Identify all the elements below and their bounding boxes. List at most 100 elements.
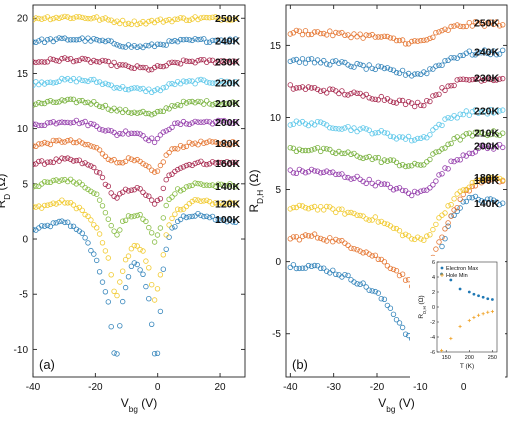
data-point: [108, 62, 114, 69]
data-point: [163, 202, 169, 209]
data-point: [466, 194, 472, 201]
data-point: [73, 226, 80, 232]
data-point: [230, 58, 236, 64]
data-point: [451, 135, 457, 142]
data-point: [399, 37, 406, 43]
data-point: [366, 287, 372, 293]
data-point: [399, 232, 406, 239]
data-point: [232, 219, 239, 225]
data-point: [215, 59, 221, 65]
data-point: [415, 99, 421, 106]
data-point: [102, 128, 109, 134]
temperature-label: 240K: [215, 35, 241, 47]
data-point: [287, 206, 293, 212]
data-point: [478, 176, 485, 182]
data-point: [354, 212, 360, 218]
data-point: [105, 216, 111, 222]
data-point: [227, 142, 233, 148]
data-point: [215, 181, 221, 187]
data-point: [445, 27, 451, 33]
data-point: [314, 168, 321, 174]
plot-frame: [32, 4, 246, 378]
data-point: [114, 42, 120, 48]
data-point: [183, 121, 190, 127]
data-point: [336, 171, 342, 177]
data-point: [76, 204, 82, 211]
data-point: [143, 162, 149, 168]
data-point: [117, 85, 123, 92]
data-point: [454, 22, 460, 28]
data-point: [151, 201, 158, 207]
data-point: [230, 159, 236, 165]
data-point: [442, 87, 448, 94]
data-point: [131, 213, 137, 219]
data-point: [381, 33, 388, 39]
data-point: [131, 18, 137, 24]
data-point: [50, 159, 56, 166]
data-point: [62, 55, 68, 61]
data-point: [342, 91, 348, 98]
data-point: [206, 214, 213, 221]
data-point: [409, 73, 415, 79]
data-point: [493, 199, 500, 205]
data-point: [131, 85, 137, 91]
data-point: [490, 77, 497, 84]
data-point: [375, 63, 381, 69]
series-group: [33, 13, 239, 357]
data-point: [62, 35, 68, 41]
data-point: [227, 119, 233, 125]
data-point: [172, 211, 178, 217]
data-point: [102, 80, 109, 86]
inset-point-electron: [449, 278, 453, 282]
inset-legend-marker: [440, 266, 444, 270]
data-point: [484, 20, 491, 26]
data-point: [47, 119, 54, 126]
data-point: [148, 89, 155, 95]
inset-y-tick-label: -6: [430, 350, 435, 356]
data-point: [433, 178, 439, 184]
data-point: [500, 200, 506, 206]
data-point: [478, 19, 485, 26]
data-point: [143, 42, 149, 49]
data-point: [151, 87, 158, 94]
data-point: [177, 142, 184, 149]
series-250K: [287, 19, 506, 47]
data-point: [93, 36, 100, 43]
data-point: [137, 186, 143, 192]
data-point: [381, 129, 388, 136]
data-point: [174, 166, 181, 173]
data-point: [201, 36, 207, 42]
data-point: [53, 220, 59, 226]
data-point: [99, 104, 106, 110]
temperature-label: 100K: [215, 214, 241, 226]
data-point: [305, 84, 312, 90]
data-point: [336, 126, 342, 132]
data-point: [336, 238, 342, 244]
data-point: [296, 146, 303, 152]
data-point: [369, 156, 375, 163]
data-point: [64, 155, 71, 161]
data-point: [47, 56, 54, 62]
data-point: [39, 223, 45, 229]
data-point: [125, 131, 132, 137]
data-point: [192, 80, 198, 87]
data-point: [206, 182, 213, 189]
data-point: [102, 209, 109, 216]
data-point: [180, 144, 187, 150]
data-point: [466, 48, 472, 54]
data-point: [85, 15, 91, 22]
data-point: [427, 66, 433, 72]
data-point: [493, 143, 500, 150]
data-point: [201, 119, 207, 125]
data-point: [287, 264, 293, 271]
data-point: [405, 98, 412, 105]
data-point: [88, 188, 94, 194]
data-point: [212, 100, 219, 107]
data-point: [387, 157, 394, 163]
data-point: [131, 242, 137, 249]
data-point: [166, 222, 172, 228]
data-point: [484, 111, 491, 117]
data-point: [232, 15, 239, 22]
data-point: [33, 79, 39, 85]
data-point: [418, 236, 424, 242]
